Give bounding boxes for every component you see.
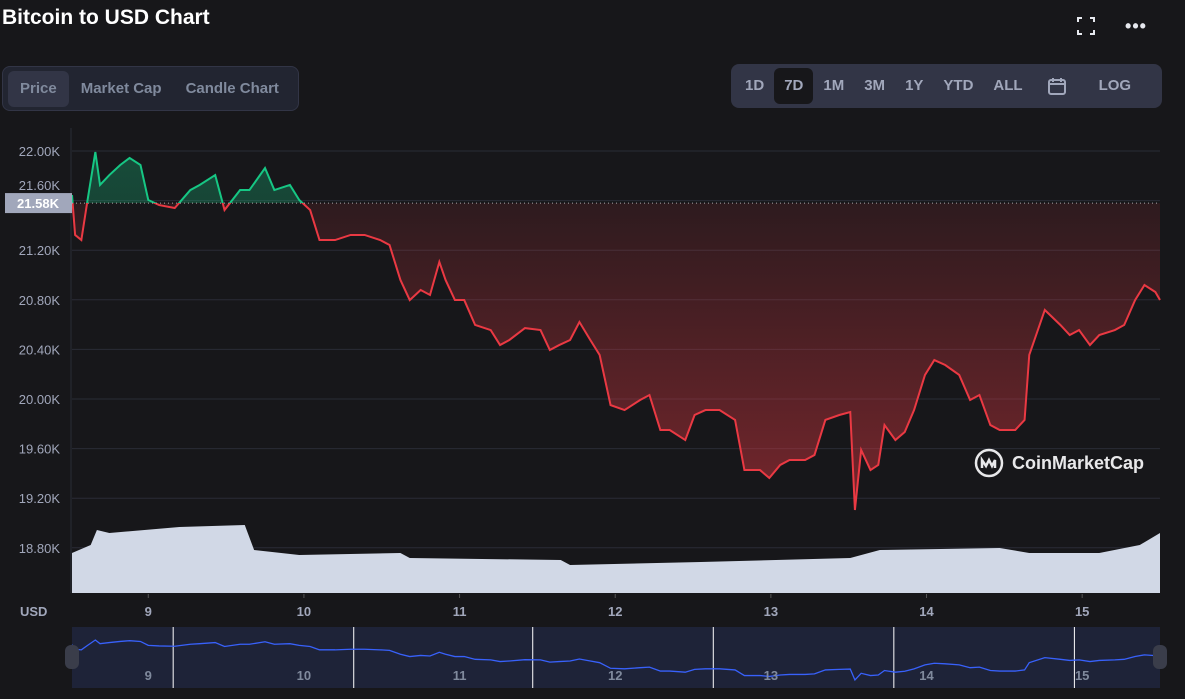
y-tick-label: 18.80K — [19, 541, 61, 556]
baseline-label-box — [5, 193, 72, 214]
y-tick-label: 20.80K — [19, 293, 61, 308]
x-tick-label: 9 — [145, 604, 152, 619]
more-icon[interactable]: ••• — [1125, 16, 1147, 36]
coinmarketcap-watermark: CoinMarketCap — [974, 448, 1144, 478]
watermark-text: CoinMarketCap — [1012, 452, 1145, 473]
range-3m[interactable]: 3M — [864, 77, 886, 94]
coinmarketcap-logo-icon — [974, 448, 1004, 478]
fullscreen-icon[interactable] — [1074, 14, 1098, 38]
range-1y[interactable]: 1Y — [905, 77, 924, 94]
baseline-label: 21.58K — [17, 196, 60, 211]
range-log[interactable]: LOG — [1098, 77, 1132, 94]
y-tick-label: 20.00K — [19, 392, 61, 407]
currency-label: USD — [20, 604, 47, 619]
navigator-label: 14 — [919, 668, 934, 683]
y-tick-label: 20.40K — [19, 342, 61, 357]
chart-type-tabs: Price Market Cap Candle Chart — [2, 66, 299, 111]
page-title: Bitcoin to USD Chart — [2, 6, 210, 29]
range-1m[interactable]: 1M — [823, 77, 845, 94]
range-all[interactable]: ALL — [993, 77, 1023, 94]
navigator-line — [71, 639, 1161, 682]
range-1d[interactable]: 1D — [745, 77, 765, 94]
navigator-handle-right — [1153, 645, 1167, 669]
x-tick-label: 13 — [764, 604, 778, 619]
range-7d[interactable]: 7D — [774, 68, 814, 104]
y-tick-label: 21.20K — [19, 243, 61, 258]
navigator-background — [72, 627, 1160, 688]
navigator-handle-left — [65, 645, 79, 669]
navigator-label: 10 — [297, 668, 311, 683]
tab-price[interactable]: Price — [8, 70, 69, 107]
navigator-label: 9 — [145, 668, 152, 683]
range-ytd[interactable]: YTD — [943, 77, 974, 94]
y-tick-label: 19.20K — [19, 491, 61, 506]
x-tick-label: 11 — [453, 604, 467, 619]
time-range-selector: 1D 7D 1M 3M 1Y YTD ALL LOG — [731, 64, 1162, 108]
x-tick-label: 10 — [297, 604, 311, 619]
x-tick-label: 15 — [1075, 604, 1089, 619]
y-tick-label: 19.60K — [19, 442, 61, 457]
navigator-label: 12 — [608, 668, 622, 683]
navigator-label: 13 — [764, 668, 778, 683]
navigator-label: 15 — [1075, 668, 1089, 683]
tab-candle-chart[interactable]: Candle Chart — [185, 79, 279, 97]
calendar-icon[interactable] — [1033, 68, 1081, 104]
x-tick-label: 12 — [608, 604, 622, 619]
y-tick-label: 22.00K — [19, 144, 61, 159]
navigator-label: 11 — [453, 668, 467, 683]
tab-market-cap[interactable]: Market Cap — [80, 79, 162, 97]
volume-area — [72, 525, 1160, 593]
x-tick-label: 14 — [919, 604, 934, 619]
y-tick-label: 21.60K — [19, 178, 61, 193]
